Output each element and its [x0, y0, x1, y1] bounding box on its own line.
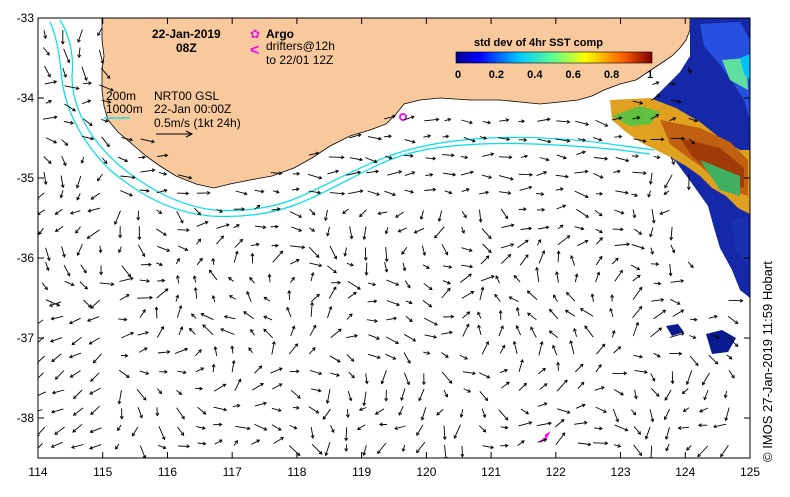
current-vector-head — [35, 342, 38, 345]
current-vector — [156, 307, 157, 318]
date-label: 22-Jan-2019 — [152, 28, 221, 41]
colorbar-tick-label: 0 — [455, 69, 461, 81]
x-tick-label: 116 — [158, 465, 177, 479]
argo-icon: ✿ — [250, 28, 260, 41]
x-tick-label: 122 — [546, 465, 566, 479]
y-tick-label: -38 — [17, 411, 35, 425]
x-tick-label: 115 — [93, 465, 112, 479]
x-tick-label: 114 — [28, 465, 47, 479]
colorbar-tick-label: 1 — [647, 69, 653, 81]
drifter-icon: < — [250, 44, 259, 57]
x-tick-label: 120 — [416, 465, 436, 479]
colorbar-tick-label: 0.4 — [527, 69, 543, 81]
colorbar-tick-label: 0.6 — [566, 69, 581, 81]
x-tick-label: 123 — [611, 465, 631, 479]
valid-time-label: 22-Jan 00:00Z — [154, 103, 231, 116]
current-vector — [329, 157, 344, 158]
current-vector-head — [34, 449, 37, 452]
credit-label: © IMOS 27-Jan-2019 11:59 Hobart — [760, 261, 775, 462]
current-vector — [499, 157, 512, 158]
y-tick-label: -35 — [17, 171, 35, 185]
colorbar — [456, 52, 652, 63]
drifters-label: drifters@12h — [266, 40, 335, 53]
colorbar-tick-label: 0.2 — [489, 69, 504, 81]
drifters-range: to 22/01 12Z — [266, 54, 333, 67]
y-tick-label: -37 — [17, 331, 35, 345]
current-vector-head — [34, 324, 37, 327]
current-vector — [593, 443, 607, 444]
colorbar-tick-label: 0.8 — [604, 69, 619, 81]
time-label: 08Z — [176, 42, 197, 55]
x-tick-label: 117 — [223, 465, 242, 479]
current-vector — [729, 300, 743, 301]
y-tick-label: -36 — [17, 251, 35, 265]
y-tick-label: -33 — [17, 11, 35, 25]
current-vector — [177, 230, 189, 231]
x-tick-label: 118 — [287, 465, 306, 479]
isobath-1000-label: 1000m — [106, 103, 143, 116]
x-tick-label: 119 — [352, 465, 371, 479]
current-vector — [519, 174, 533, 175]
colorbar-title: std dev of 4hr SST comp — [474, 37, 603, 49]
scale-label: 0.5m/s (1kt 24h) — [154, 117, 241, 130]
y-tick-label: -34 — [17, 91, 35, 105]
current-vector-head — [35, 378, 38, 381]
x-tick-label: 124 — [675, 465, 695, 479]
current-vector — [137, 298, 152, 299]
current-vector — [558, 251, 559, 262]
x-tick-label: 125 — [740, 465, 760, 479]
x-tick-label: 121 — [481, 465, 501, 479]
